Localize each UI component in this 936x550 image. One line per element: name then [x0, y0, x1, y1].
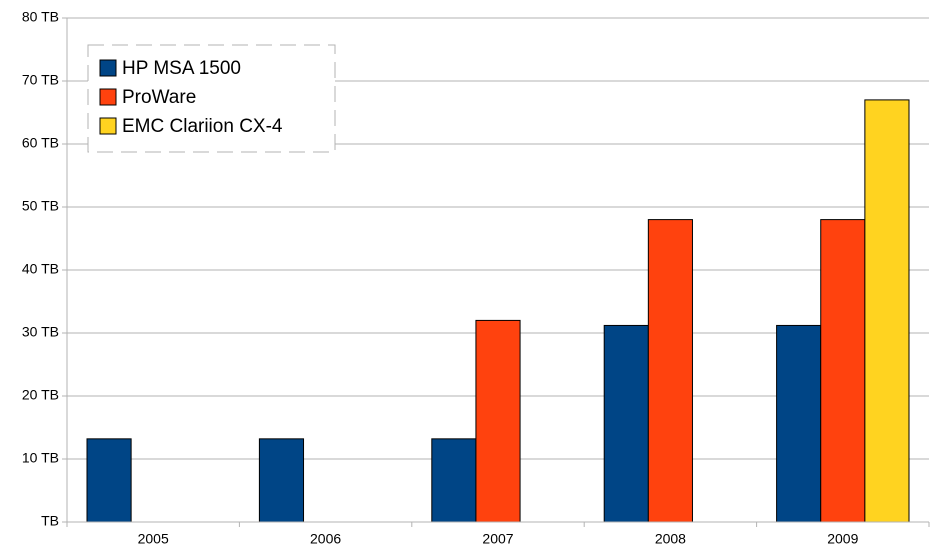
y-tick-label: 30 TB: [22, 324, 59, 340]
bar: [647, 219, 693, 523]
x-tick-label: 2009: [827, 531, 858, 547]
bar: [86, 438, 132, 523]
bar: [820, 219, 866, 523]
y-tick-label: 10 TB: [22, 450, 59, 466]
legend-label: ProWare: [122, 87, 196, 108]
bar: [431, 438, 477, 523]
y-tick-label: TB: [41, 513, 59, 529]
x-tick-label: 2008: [655, 531, 686, 547]
y-tick-label: 60 TB: [22, 135, 59, 151]
legend-label: HP MSA 1500: [122, 58, 241, 79]
x-tick-label: 2006: [310, 531, 341, 547]
legend-swatch: [99, 117, 117, 135]
bar: [776, 324, 822, 523]
y-tick-label: 70 TB: [22, 72, 59, 88]
legend: HP MSA 1500 ProWare EMC Clariion CX-4: [87, 44, 336, 153]
y-tick-label: 40 TB: [22, 261, 59, 277]
legend-box: [87, 44, 336, 153]
bar: [475, 319, 521, 523]
x-tick-label: 2007: [482, 531, 513, 547]
y-tick-label: 80 TB: [22, 9, 59, 25]
bar: [603, 324, 649, 523]
legend-label: EMC Clariion CX-4: [122, 116, 283, 137]
legend-swatch: [99, 88, 117, 106]
bar: [864, 99, 910, 523]
y-tick-label: 20 TB: [22, 387, 59, 403]
bar: [258, 438, 305, 523]
x-tick-label: 2005: [138, 531, 169, 547]
y-tick-label: 50 TB: [22, 198, 59, 214]
legend-swatch: [99, 59, 117, 77]
